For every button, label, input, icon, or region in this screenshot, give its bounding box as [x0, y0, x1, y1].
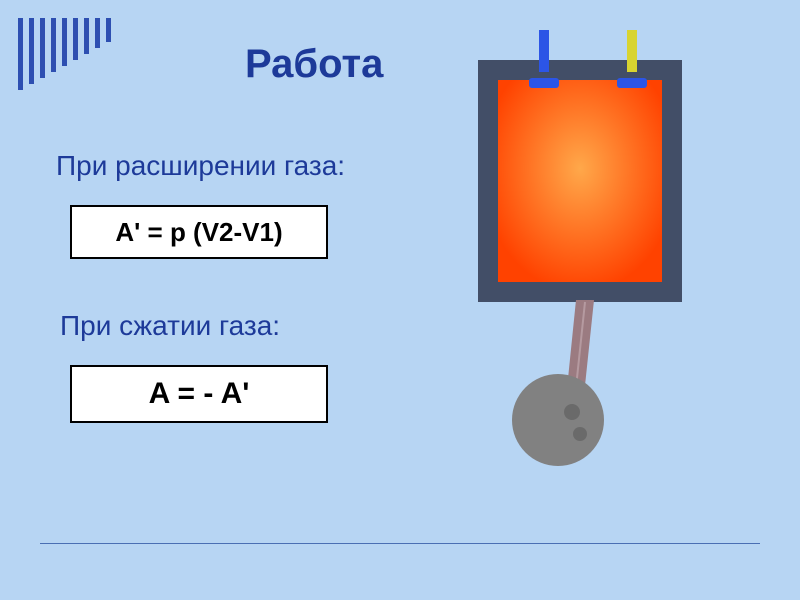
slide: Работа При расширении газа: A' = p (V2-V… — [0, 0, 800, 600]
compression-formula: A = - A' — [149, 377, 250, 411]
decoration-bar — [62, 18, 67, 66]
decoration-bar — [73, 18, 78, 60]
piston-svg — [460, 24, 700, 494]
compression-label: При сжатии газа: — [60, 310, 280, 342]
page-title: Работа — [245, 42, 383, 87]
decoration-bar — [95, 18, 100, 48]
decoration-bar — [29, 18, 34, 84]
divider — [40, 543, 760, 544]
decoration-bar — [84, 18, 89, 54]
compression-formula-box: A = - A' — [70, 365, 328, 423]
piston-diagram — [460, 24, 700, 494]
corner-decoration — [18, 18, 111, 90]
decoration-bar — [106, 18, 111, 42]
decoration-bar — [40, 18, 45, 78]
expansion-formula: A' = p (V2-V1) — [115, 217, 282, 248]
expansion-formula-box: A' = p (V2-V1) — [70, 205, 328, 259]
expansion-label: При расширении газа: — [56, 150, 345, 182]
decoration-bar — [51, 18, 56, 72]
decoration-bar — [18, 18, 23, 90]
